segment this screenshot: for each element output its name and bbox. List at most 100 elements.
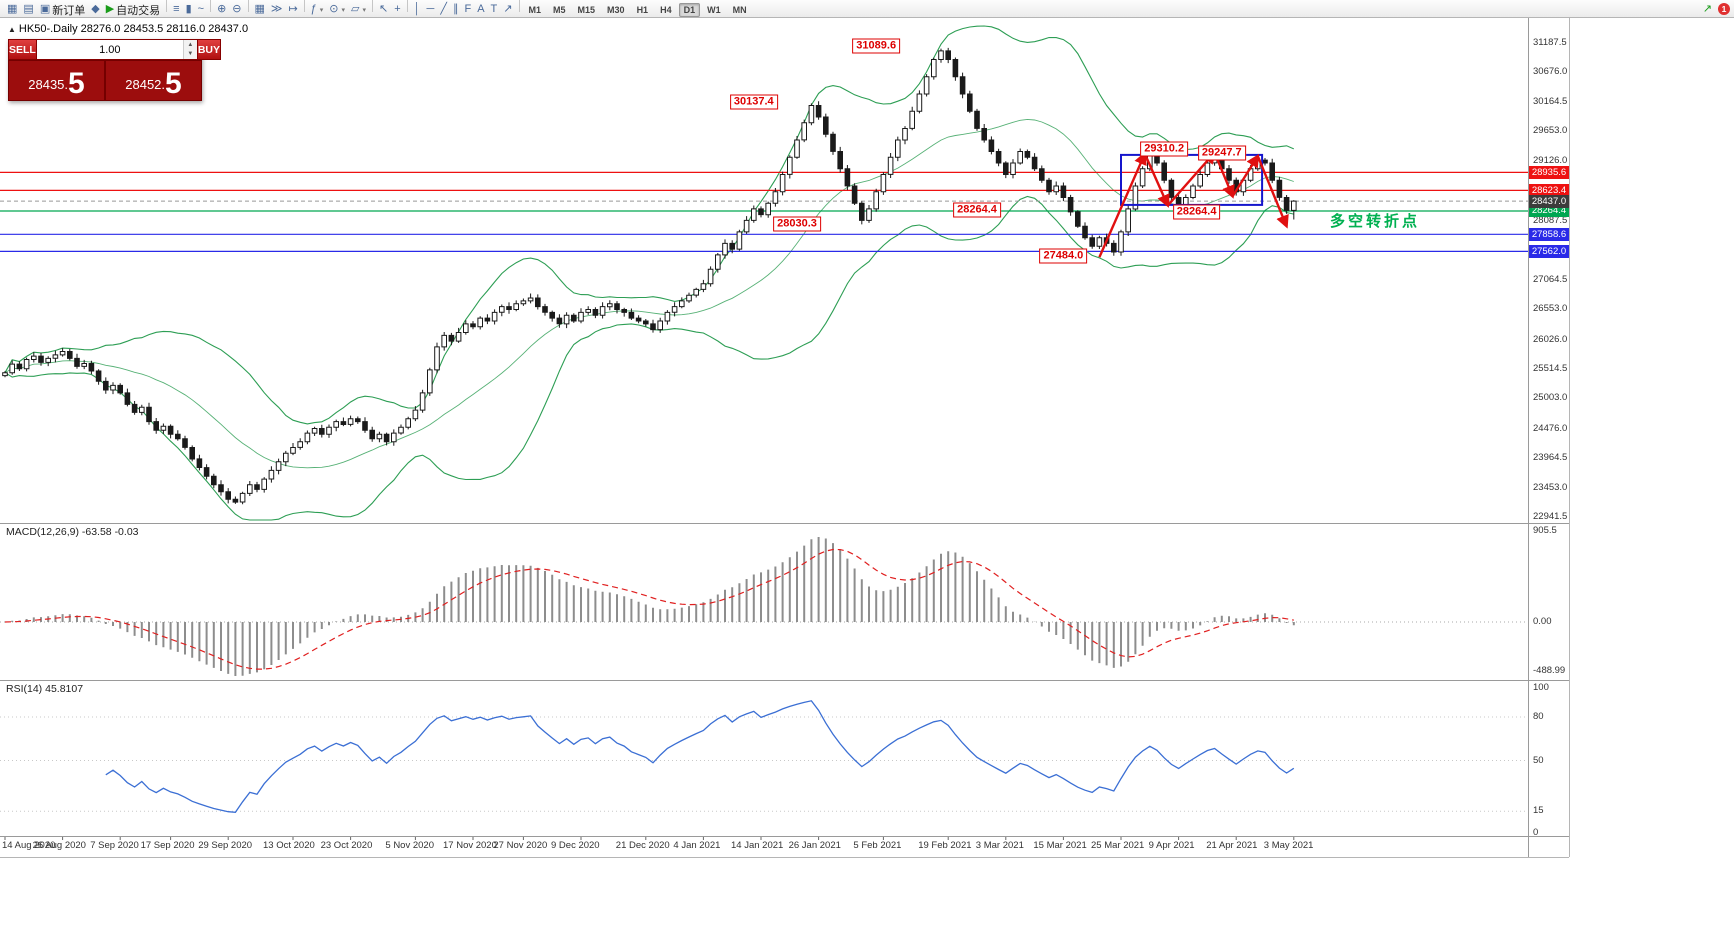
market-up-icon[interactable]: ↗ xyxy=(1702,3,1712,15)
tile-windows-icon[interactable]: ▦ xyxy=(252,2,268,18)
bar-chart-icon[interactable]: ≡ xyxy=(170,2,182,18)
date-label: 21 Apr 2021 xyxy=(1206,840,1258,851)
chart-title-bar: ▲ HK50-.Daily 28276.0 28453.5 28116.0 284… xyxy=(8,23,248,35)
date-label: 14 Aug 2020 xyxy=(2,840,56,851)
timeframe-m5[interactable]: M5 xyxy=(553,4,566,15)
collapse-arrow-icon[interactable]: ▲ xyxy=(8,25,16,34)
fibonacci-icon[interactable]: F xyxy=(461,2,474,18)
new-order-button[interactable]: ▣ 新订单 xyxy=(39,3,86,17)
label-icon[interactable]: T xyxy=(488,2,501,18)
timeframe-h1[interactable]: H1 xyxy=(636,4,649,15)
price-axis-tick: 28087.5 xyxy=(1533,215,1568,227)
price-annotation: 31089.6 xyxy=(852,38,901,54)
chart-title: HK50-.Daily 28276.0 28453.5 28116.0 2843… xyxy=(18,23,249,35)
auto-scroll-icon[interactable]: ≫ xyxy=(268,2,286,18)
cursor-icon: ↖ xyxy=(379,3,389,16)
trendline-icon[interactable]: ╱ xyxy=(437,2,450,18)
rsi-label: RSI(14) 45.8107 xyxy=(6,683,84,695)
horizontal-line-icon[interactable]: ─ xyxy=(424,2,438,18)
price-axis-tick: 31187.5 xyxy=(1533,37,1567,48)
autotrading-button[interactable]: ▶ 自动交易 xyxy=(105,3,161,17)
text-icon[interactable]: A xyxy=(474,2,487,18)
price-annotation: 28264.4 xyxy=(1172,204,1221,220)
bar-chart-icon: ≡ xyxy=(173,3,180,16)
volume-down-icon[interactable]: ▼ xyxy=(183,49,197,59)
axis-price-chip: 28623.4 xyxy=(1529,183,1569,197)
price-axis-tick: 25514.5 xyxy=(1533,363,1568,375)
toolbar-separator xyxy=(406,0,408,13)
volume-field: ▲ ▼ xyxy=(36,39,197,60)
timeframe-mn[interactable]: MN xyxy=(732,4,747,15)
buy-button[interactable]: BUY xyxy=(196,39,222,60)
profiles-icon[interactable]: ▤ xyxy=(20,2,36,18)
price-annotation: 28264.4 xyxy=(953,202,1001,218)
chevron-down-icon: ▾ xyxy=(362,6,367,14)
rsi-axis-tick: 0 xyxy=(1533,827,1539,838)
sell-price[interactable]: 28435. 5 xyxy=(8,60,105,101)
date-label: 7 Sep 2020 xyxy=(90,840,139,851)
vertical-line-icon: │ xyxy=(413,3,421,16)
templates-icon: ▱ xyxy=(351,3,360,16)
macd-axis-tick: -488.99 xyxy=(1533,665,1566,677)
new-chart-icon: ▦ xyxy=(7,3,18,16)
volume-up-icon[interactable]: ▲ xyxy=(183,40,197,50)
price-axis-tick: 27064.5 xyxy=(1533,273,1568,285)
macd-axis-tick: 905.5 xyxy=(1533,524,1557,536)
indicators-icon[interactable]: ƒ ▾ xyxy=(308,2,327,18)
toolbar-separator xyxy=(210,0,212,13)
timeframe-m15[interactable]: M15 xyxy=(577,4,596,15)
date-label: 4 Jan 2021 xyxy=(673,840,721,851)
autotrading-button: ▶ xyxy=(105,3,115,16)
metaeditor-icon[interactable]: ◆ xyxy=(88,2,102,18)
label-icon: T xyxy=(490,3,498,16)
chart-shift-icon[interactable]: ↦ xyxy=(285,2,300,18)
periods-icon[interactable]: ⊙ ▾ xyxy=(326,2,348,18)
timeframe-m1[interactable]: M1 xyxy=(528,4,542,15)
tile-windows-icon: ▦ xyxy=(254,3,265,16)
timeframe-h4[interactable]: H4 xyxy=(660,4,672,15)
date-label: 29 Sep 2020 xyxy=(198,840,253,851)
sell-button[interactable]: SELL xyxy=(8,39,37,60)
note-turning-point: 多空转折点 xyxy=(1330,213,1421,230)
crosshair-icon: + xyxy=(394,3,401,16)
candlestick-chart-icon: ▮ xyxy=(185,3,192,16)
price-axis-tick: 30164.5 xyxy=(1533,95,1568,107)
channel-icon[interactable]: ∥ xyxy=(450,2,462,18)
axis-price-chip: 28935.6 xyxy=(1529,165,1569,179)
toolbar-separator xyxy=(166,0,168,13)
toolbar: ▦ ▤ ▣ 新订单 ◆ ▶ 自动交易 ≡ ▮ ~ ⊕ ⊖ ▦ ≫ ↦ ƒ ▾ ⊙ ▾ ▱ ▾ ↖ + │ ─ ╱ ∥ F A T ↗ M1 M… xyxy=(0,0,1734,18)
price-axis-tick: 29653.0 xyxy=(1533,125,1568,137)
buy-price[interactable]: 28452. 5 xyxy=(105,60,202,101)
volume-input[interactable] xyxy=(36,40,183,59)
zoom-in-icon[interactable]: ⊕ xyxy=(214,2,229,18)
cursor-icon[interactable]: ↖ xyxy=(376,2,391,18)
arrows-icon[interactable]: ↗ xyxy=(500,2,515,18)
vertical-line-icon[interactable]: │ xyxy=(411,2,424,18)
auto-scroll-icon: ≫ xyxy=(270,3,283,16)
timeframe-w1[interactable]: W1 xyxy=(707,4,721,15)
templates-icon[interactable]: ▱ ▾ xyxy=(348,2,369,18)
timeframe-m30[interactable]: M30 xyxy=(607,4,625,15)
date-label: 14 Jan 2021 xyxy=(731,840,784,851)
price-annotation: 27484.0 xyxy=(1039,248,1088,263)
date-label: 5 Feb 2021 xyxy=(853,840,902,851)
macd-label: MACD(12,26,9) -63.58 -0.03 xyxy=(6,526,139,538)
timeframe-d1[interactable]: D1 xyxy=(678,2,701,17)
zoom-out-icon[interactable]: ⊖ xyxy=(229,2,244,18)
date-label: 26 Aug 2020 xyxy=(32,840,86,851)
price-annotation: 28030.3 xyxy=(773,216,821,232)
crosshair-icon[interactable]: + xyxy=(391,2,403,18)
candlestick-chart-icon[interactable]: ▮ xyxy=(183,2,195,18)
rsi-axis-tick: 100 xyxy=(1533,682,1549,693)
rsi-axis-tick: 50 xyxy=(1533,754,1544,766)
trendline-icon: ╱ xyxy=(440,3,447,16)
date-label: 27 Nov 2020 xyxy=(493,840,548,851)
notification-badge[interactable]: 1 xyxy=(1718,2,1730,15)
indicators-icon: ƒ xyxy=(310,3,317,16)
price-axis-tick: 25003.0 xyxy=(1533,392,1568,404)
new-chart-icon[interactable]: ▦ xyxy=(4,2,20,18)
line-chart-icon[interactable]: ~ xyxy=(195,2,207,18)
zoom-out-icon: ⊖ xyxy=(232,3,242,16)
